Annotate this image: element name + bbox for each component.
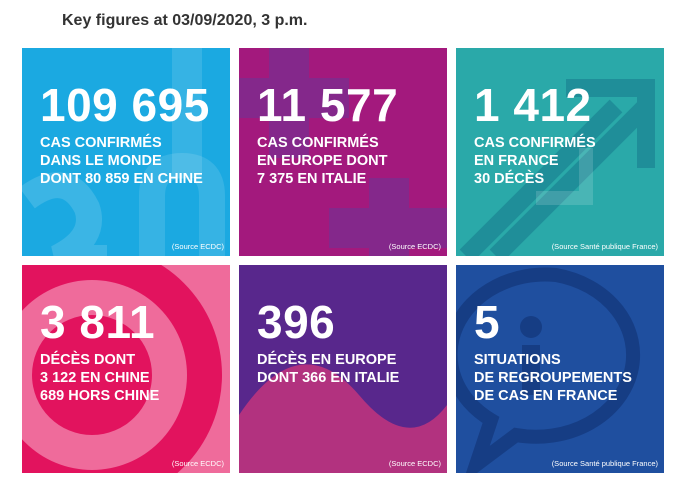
description-line: CAS CONFIRMÉS (474, 135, 596, 151)
tile: 3 811 DÉCÈS DONT 3 122 EN CHINE 689 HORS C… (22, 265, 230, 473)
description-line: SITUATIONS (474, 352, 561, 368)
tile: 5 SITUATIONS DE REGROUPEMENTS DE CAS EN FR… (456, 265, 664, 473)
number: 5 (474, 296, 501, 348)
source: (Source ECDC) (388, 242, 441, 251)
source: (Source ECDC) (388, 459, 441, 468)
source: (Source Santé publique France) (551, 459, 658, 468)
title: Key figures at 03/09/2020, 3 p.m. (62, 12, 308, 29)
description: DÉCÈS DONT 3 122 EN CHINE 689 HORS CHINE (40, 351, 159, 405)
description-line: 30 DÉCÈS (474, 171, 545, 187)
description-line: EN EUROPE DONT (257, 153, 388, 169)
description-line: 3 122 EN CHINE (40, 370, 150, 386)
description: CAS CONFIRMÉS EN FRANCE 30 DÉCÈS (474, 134, 596, 188)
description-line: DONT 366 EN ITALIE (257, 370, 400, 386)
description: DÉCÈS EN EUROPE DONT 366 EN ITALIE (257, 351, 399, 387)
decoration (239, 364, 447, 473)
description-line: DE CAS EN FRANCE (474, 388, 618, 404)
number: 1 412 (474, 79, 592, 131)
description: SITUATIONS DE REGROUPEMENTS DE CAS EN FRAN… (474, 351, 632, 405)
source: (Source ECDC) (171, 242, 224, 251)
source: (Source Santé publique France) (551, 242, 658, 251)
description-line: CAS CONFIRMÉS (257, 135, 379, 151)
description-line: DÉCÈS DONT (40, 352, 136, 368)
description: CAS CONFIRMÉS DANS LE MONDE DONT 80 859 EN… (40, 134, 203, 188)
description-line: 689 HORS CHINE (40, 388, 160, 404)
description-line: DANS LE MONDE (40, 153, 162, 169)
tile: 109 695 CAS CONFIRMÉS DANS LE MONDE DONT 8… (22, 48, 230, 256)
description-line: CAS CONFIRMÉS (40, 135, 162, 151)
description-line: 7 375 EN ITALIE (257, 171, 367, 187)
tile: 11 577 CAS CONFIRMÉS EN EUROPE DONT 7 375 … (239, 48, 447, 256)
decoration (22, 48, 225, 256)
tile: 1 412 CAS CONFIRMÉS EN FRANCE 30 DÉCÈS (So… (456, 48, 664, 256)
description-line: DÉCÈS EN EUROPE (257, 352, 397, 368)
description-line: DONT 80 859 EN CHINE (40, 171, 203, 187)
description-line: DE REGROUPEMENTS (474, 370, 632, 386)
description-line: EN FRANCE (474, 153, 559, 169)
source: (Source ECDC) (171, 459, 224, 468)
description: CAS CONFIRMÉS EN EUROPE DONT 7 375 EN ITAL… (257, 134, 388, 188)
tile: 396 DÉCÈS EN EUROPE DONT 366 EN ITALIE (S… (239, 265, 447, 473)
number: 3 811 (40, 296, 156, 348)
decoration (239, 48, 447, 256)
decoration (456, 267, 641, 473)
number: 396 (257, 296, 336, 348)
decoration (22, 265, 222, 473)
number: 11 577 (257, 79, 399, 131)
number: 109 695 (40, 79, 210, 131)
decoration (459, 79, 655, 256)
